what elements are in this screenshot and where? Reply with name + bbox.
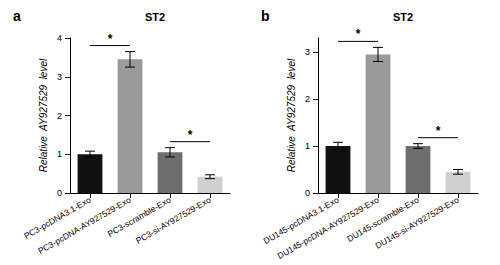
svg-text:ST2: ST2 — [145, 11, 165, 23]
svg-text:1: 1 — [57, 149, 62, 159]
svg-text:*: * — [108, 32, 113, 46]
svg-text:a: a — [13, 8, 21, 24]
svg-text:PC3-pcDNA-AY927529-Exo: PC3-pcDNA-AY927529-Exo — [36, 194, 133, 257]
svg-text:PC3-scramble-Exo: PC3-scramble-Exo — [106, 195, 173, 239]
svg-text:4: 4 — [57, 33, 62, 43]
svg-text:ST2: ST2 — [393, 11, 413, 23]
svg-text:b: b — [261, 8, 270, 24]
svg-text:*: * — [188, 128, 193, 142]
svg-text:2: 2 — [57, 111, 62, 121]
svg-text:0: 0 — [305, 188, 310, 198]
svg-text:PC3-si-AY927529-Exo: PC3-si-AY927529-Exo — [134, 195, 213, 246]
svg-text:3: 3 — [305, 47, 310, 57]
svg-text:*: * — [436, 124, 441, 138]
svg-text:PC3-pcDNA3.1-Exo: PC3-pcDNA3.1-Exo — [22, 194, 93, 242]
svg-text:*: * — [356, 27, 361, 41]
svg-text:DU145-pcDNA3.1-Exo: DU145-pcDNA3.1-Exo — [261, 194, 341, 246]
svg-text:3: 3 — [57, 72, 62, 82]
svg-text:DU145-si-AY927529-Exo: DU145-si-AY927529-Exo — [374, 195, 461, 251]
svg-text:DU145-pcDNA-AY927529-Exo: DU145-pcDNA-AY927529-Exo — [275, 194, 381, 261]
svg-text:1: 1 — [305, 141, 310, 151]
svg-text:0: 0 — [57, 188, 62, 198]
svg-text:DU145-scramble-Exo: DU145-scramble-Exo — [345, 194, 421, 244]
svg-text:2: 2 — [305, 94, 310, 104]
svg-text:Relative AY927529 level: Relative AY927529 level — [38, 58, 49, 172]
svg-text:Relative AY927529 level: Relative AY927529 level — [286, 58, 297, 172]
